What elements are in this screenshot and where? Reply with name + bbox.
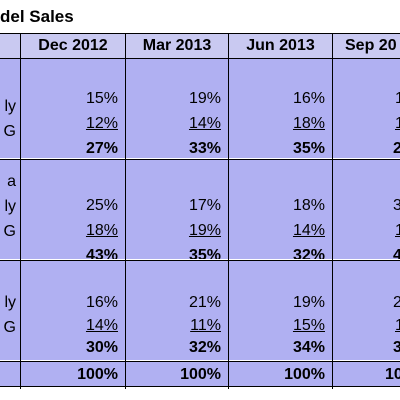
grand-total-value: 100% <box>284 366 325 383</box>
cell-value-underlined: 15% <box>292 317 325 334</box>
grid-line <box>125 33 126 389</box>
subtotal-value: 43% <box>85 247 118 259</box>
column-header: Dec 2012 <box>21 33 125 58</box>
cell-value: 12% <box>21 114 125 133</box>
column-header: Mar 2013 <box>126 33 228 58</box>
row-label: ly <box>4 294 16 311</box>
grid-line <box>0 159 400 160</box>
row-label-cell: a ly G <box>0 160 20 259</box>
grid-line <box>0 361 400 362</box>
table-title: del Sales <box>0 7 74 26</box>
data-cell: 3 1 4 <box>333 160 400 259</box>
cell-value: 1 <box>395 221 400 240</box>
cell-value: 21% <box>188 294 221 311</box>
data-cell: 17% 19% 35% <box>126 160 228 259</box>
subtotal-value: 35% <box>188 247 221 259</box>
row-label: G <box>3 223 16 240</box>
row-label: G <box>3 319 16 336</box>
data-cell: 16% 14% 30% <box>21 261 125 360</box>
cell-value-underlined: 18% <box>292 115 325 132</box>
cell-value-underlined: 14% <box>188 115 221 132</box>
row-label: G <box>3 123 16 140</box>
cell-value-underlined: 1 <box>395 115 400 132</box>
subtotal-value: 32% <box>188 339 221 356</box>
subtotal-value: 27% <box>85 140 118 157</box>
grid-line <box>20 33 21 389</box>
row-label-cell: ly G <box>0 261 20 360</box>
total-cell: 100% <box>229 362 332 386</box>
cell-value: 19% <box>188 90 221 107</box>
cell-value: 14% <box>21 316 125 335</box>
data-cell: 2 1 3 <box>333 261 400 360</box>
total-cell: 100% <box>21 362 125 386</box>
data-cell: 19% 15% 34% <box>229 261 332 360</box>
cell-value-underlined: 14% <box>292 222 325 239</box>
grand-total-value: 100% <box>180 366 221 383</box>
data-cell: 1 1 2 <box>333 59 400 158</box>
data-cell: 25% 18% 43% <box>21 160 125 259</box>
subtotal-value: 33% <box>188 140 221 157</box>
cell-value: 1 <box>395 316 400 335</box>
data-cell: 15% 12% 27% <box>21 59 125 158</box>
grid-line <box>332 33 333 389</box>
cell-value-underlined: 11% <box>190 317 221 334</box>
cell-value: 14% <box>229 221 332 240</box>
subtotal-value: 35% <box>292 140 325 157</box>
cell-value-underlined: 1 <box>395 222 400 239</box>
cell-value: 16% <box>292 90 325 107</box>
cell-value: 3 <box>393 197 400 214</box>
cell-value: 15% <box>229 316 332 335</box>
data-cell: 21% 11% 32% <box>126 261 228 360</box>
total-cell: 100% <box>333 362 400 386</box>
cell-value: 16% <box>85 294 118 311</box>
row-label-cell: ly G <box>0 59 20 158</box>
cell-value: 19% <box>292 294 325 311</box>
row-label: a <box>7 173 16 190</box>
data-cell: 19% 14% 33% <box>126 59 228 158</box>
header-corner-cell <box>0 33 20 58</box>
subtotal-value: 2 <box>393 140 400 157</box>
cell-value: 18% <box>229 114 332 133</box>
cell-value: 19% <box>126 221 228 240</box>
data-cell: 18% 14% 32% <box>229 160 332 259</box>
data-cell: 16% 18% 35% <box>229 59 332 158</box>
cell-value-underlined: 1 <box>395 317 400 334</box>
cell-value: 17% <box>188 197 221 214</box>
cell-value: 15% <box>85 90 118 107</box>
cell-value: 18% <box>21 221 125 240</box>
row-label: ly <box>4 98 16 115</box>
grand-total-value: 100% <box>77 366 118 383</box>
subtotal-value: 30% <box>85 339 118 356</box>
subtotal-value: 34% <box>292 339 325 356</box>
cell-value-underlined: 14% <box>85 317 118 334</box>
column-header: Jun 2013 <box>229 33 332 58</box>
grand-total-value: 100% <box>385 366 400 383</box>
row-label: ly <box>4 198 16 215</box>
cell-value-underlined: 19% <box>188 222 221 239</box>
column-header: Sep 20 <box>333 33 400 58</box>
cell-value: 2 <box>393 294 400 311</box>
cell-value: 14% <box>126 114 228 133</box>
total-label-cell <box>0 362 20 386</box>
grid-line <box>0 58 400 59</box>
cell-value: 18% <box>292 197 325 214</box>
grid-line <box>0 33 400 34</box>
cell-value-underlined: 18% <box>85 222 118 239</box>
cell-value-underlined: 12% <box>85 115 118 132</box>
total-cell: 100% <box>126 362 228 386</box>
cell-value: 11% <box>126 316 228 335</box>
grid-line <box>228 33 229 389</box>
cell-value: 25% <box>85 197 118 214</box>
subtotal-value: 4 <box>393 247 400 259</box>
subtotal-value: 3 <box>393 339 400 356</box>
cell-value: 1 <box>395 114 400 133</box>
grid-line <box>0 386 400 387</box>
cell-value: 1 <box>395 90 400 107</box>
subtotal-value: 32% <box>292 247 325 259</box>
grid-line <box>0 260 400 261</box>
